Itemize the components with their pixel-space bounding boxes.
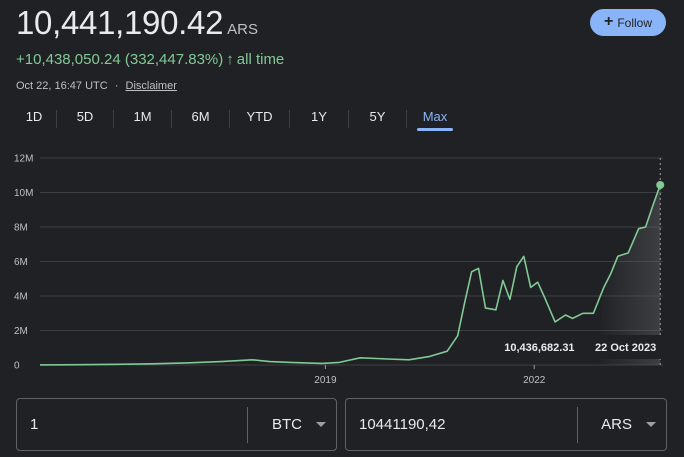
- hover-point: [656, 180, 665, 189]
- tab-separator: [289, 109, 290, 128]
- price-currency: ARS: [227, 21, 258, 38]
- tab-5d[interactable]: 5D: [76, 109, 94, 124]
- x-tick-label: 2019: [314, 375, 337, 386]
- to-amount-input[interactable]: [346, 398, 577, 451]
- tab-cell: 1D: [12, 106, 56, 131]
- current-price: 10,441,190.42: [16, 4, 224, 41]
- price-header: 10,441,190.42 ARS: [16, 4, 258, 42]
- tab-1d[interactable]: 1D: [25, 109, 43, 124]
- tab-separator: [406, 109, 407, 128]
- tab-cell: YTD: [230, 106, 289, 131]
- price-change: +10,438,050.24 (332,447.83%) ↑ all time: [16, 51, 284, 68]
- y-tick-label: 4M: [14, 292, 28, 303]
- converter-from: BTC: [16, 398, 337, 451]
- to-currency-label: ARS: [601, 416, 632, 433]
- time-range-tabs: 1D 5D 1M 6M YTD 1Y 5Y Max: [12, 106, 463, 131]
- to-currency-select[interactable]: ARS: [578, 399, 666, 450]
- converter-divider: [577, 406, 578, 443]
- from-amount-input[interactable]: [17, 398, 247, 451]
- tooltip-value: 10,436,682.31: [504, 342, 574, 354]
- y-tick-label: 8M: [14, 223, 28, 234]
- tab-separator: [229, 109, 230, 128]
- tab-6m[interactable]: 6M: [191, 109, 210, 124]
- converter-to: ARS: [345, 398, 667, 451]
- converter-divider: [247, 406, 248, 443]
- tooltip-box: [496, 335, 663, 359]
- tab-5y[interactable]: 5Y: [369, 109, 386, 124]
- hover-shade: [596, 184, 661, 365]
- tab-separator: [171, 109, 172, 128]
- meta-separator: ·: [114, 80, 119, 92]
- from-currency-label: BTC: [272, 416, 302, 433]
- chevron-down-icon: [646, 422, 656, 427]
- timestamp: Oct 22, 16:47 UTC: [16, 80, 108, 92]
- x-tick-label: 2022: [523, 375, 546, 386]
- change-value: +10,438,050.24 (332,447.83%): [16, 51, 224, 68]
- y-tick-label: 10M: [14, 188, 33, 199]
- y-tick-label: 6M: [14, 257, 28, 268]
- disclaimer-link[interactable]: Disclaimer: [125, 80, 177, 92]
- tab-cell: 1Y: [290, 106, 348, 131]
- tab-cell: 5D: [57, 106, 113, 131]
- tooltip-date: 22 Oct 2023: [595, 342, 656, 354]
- tab-cell: 5Y: [349, 106, 406, 131]
- y-tick-label: 0: [14, 361, 20, 372]
- tab-max[interactable]: Max: [416, 106, 454, 131]
- price-line: [39, 184, 661, 366]
- tab-separator: [56, 109, 57, 128]
- tab-separator: [348, 109, 349, 128]
- arrow-up-icon: ↑: [226, 51, 234, 68]
- change-period: all time: [236, 51, 285, 68]
- from-currency-select[interactable]: BTC: [248, 399, 336, 450]
- follow-label: Follow: [617, 15, 653, 30]
- tab-1m[interactable]: 1M: [133, 109, 152, 124]
- tab-cell: 1M: [114, 106, 171, 131]
- chevron-down-icon: [316, 422, 326, 427]
- tab-1y[interactable]: 1Y: [311, 109, 327, 124]
- tab-ytd[interactable]: YTD: [246, 109, 273, 124]
- y-tick-label: 12M: [14, 154, 33, 165]
- tab-separator: [113, 109, 114, 128]
- y-tick-label: 2M: [14, 326, 28, 337]
- tab-cell: Max: [407, 106, 463, 131]
- tab-cell: 6M: [172, 106, 229, 131]
- price-chart[interactable]: 0 2M 4M 6M 8M 10M 12M 2019 2022 10,436,682.31 22 O…: [0, 145, 684, 395]
- meta-info: Oct 22, 16:47 UTC · Disclaimer: [16, 80, 177, 92]
- plus-icon: +: [603, 13, 614, 30]
- follow-button[interactable]: + Follow: [590, 9, 666, 36]
